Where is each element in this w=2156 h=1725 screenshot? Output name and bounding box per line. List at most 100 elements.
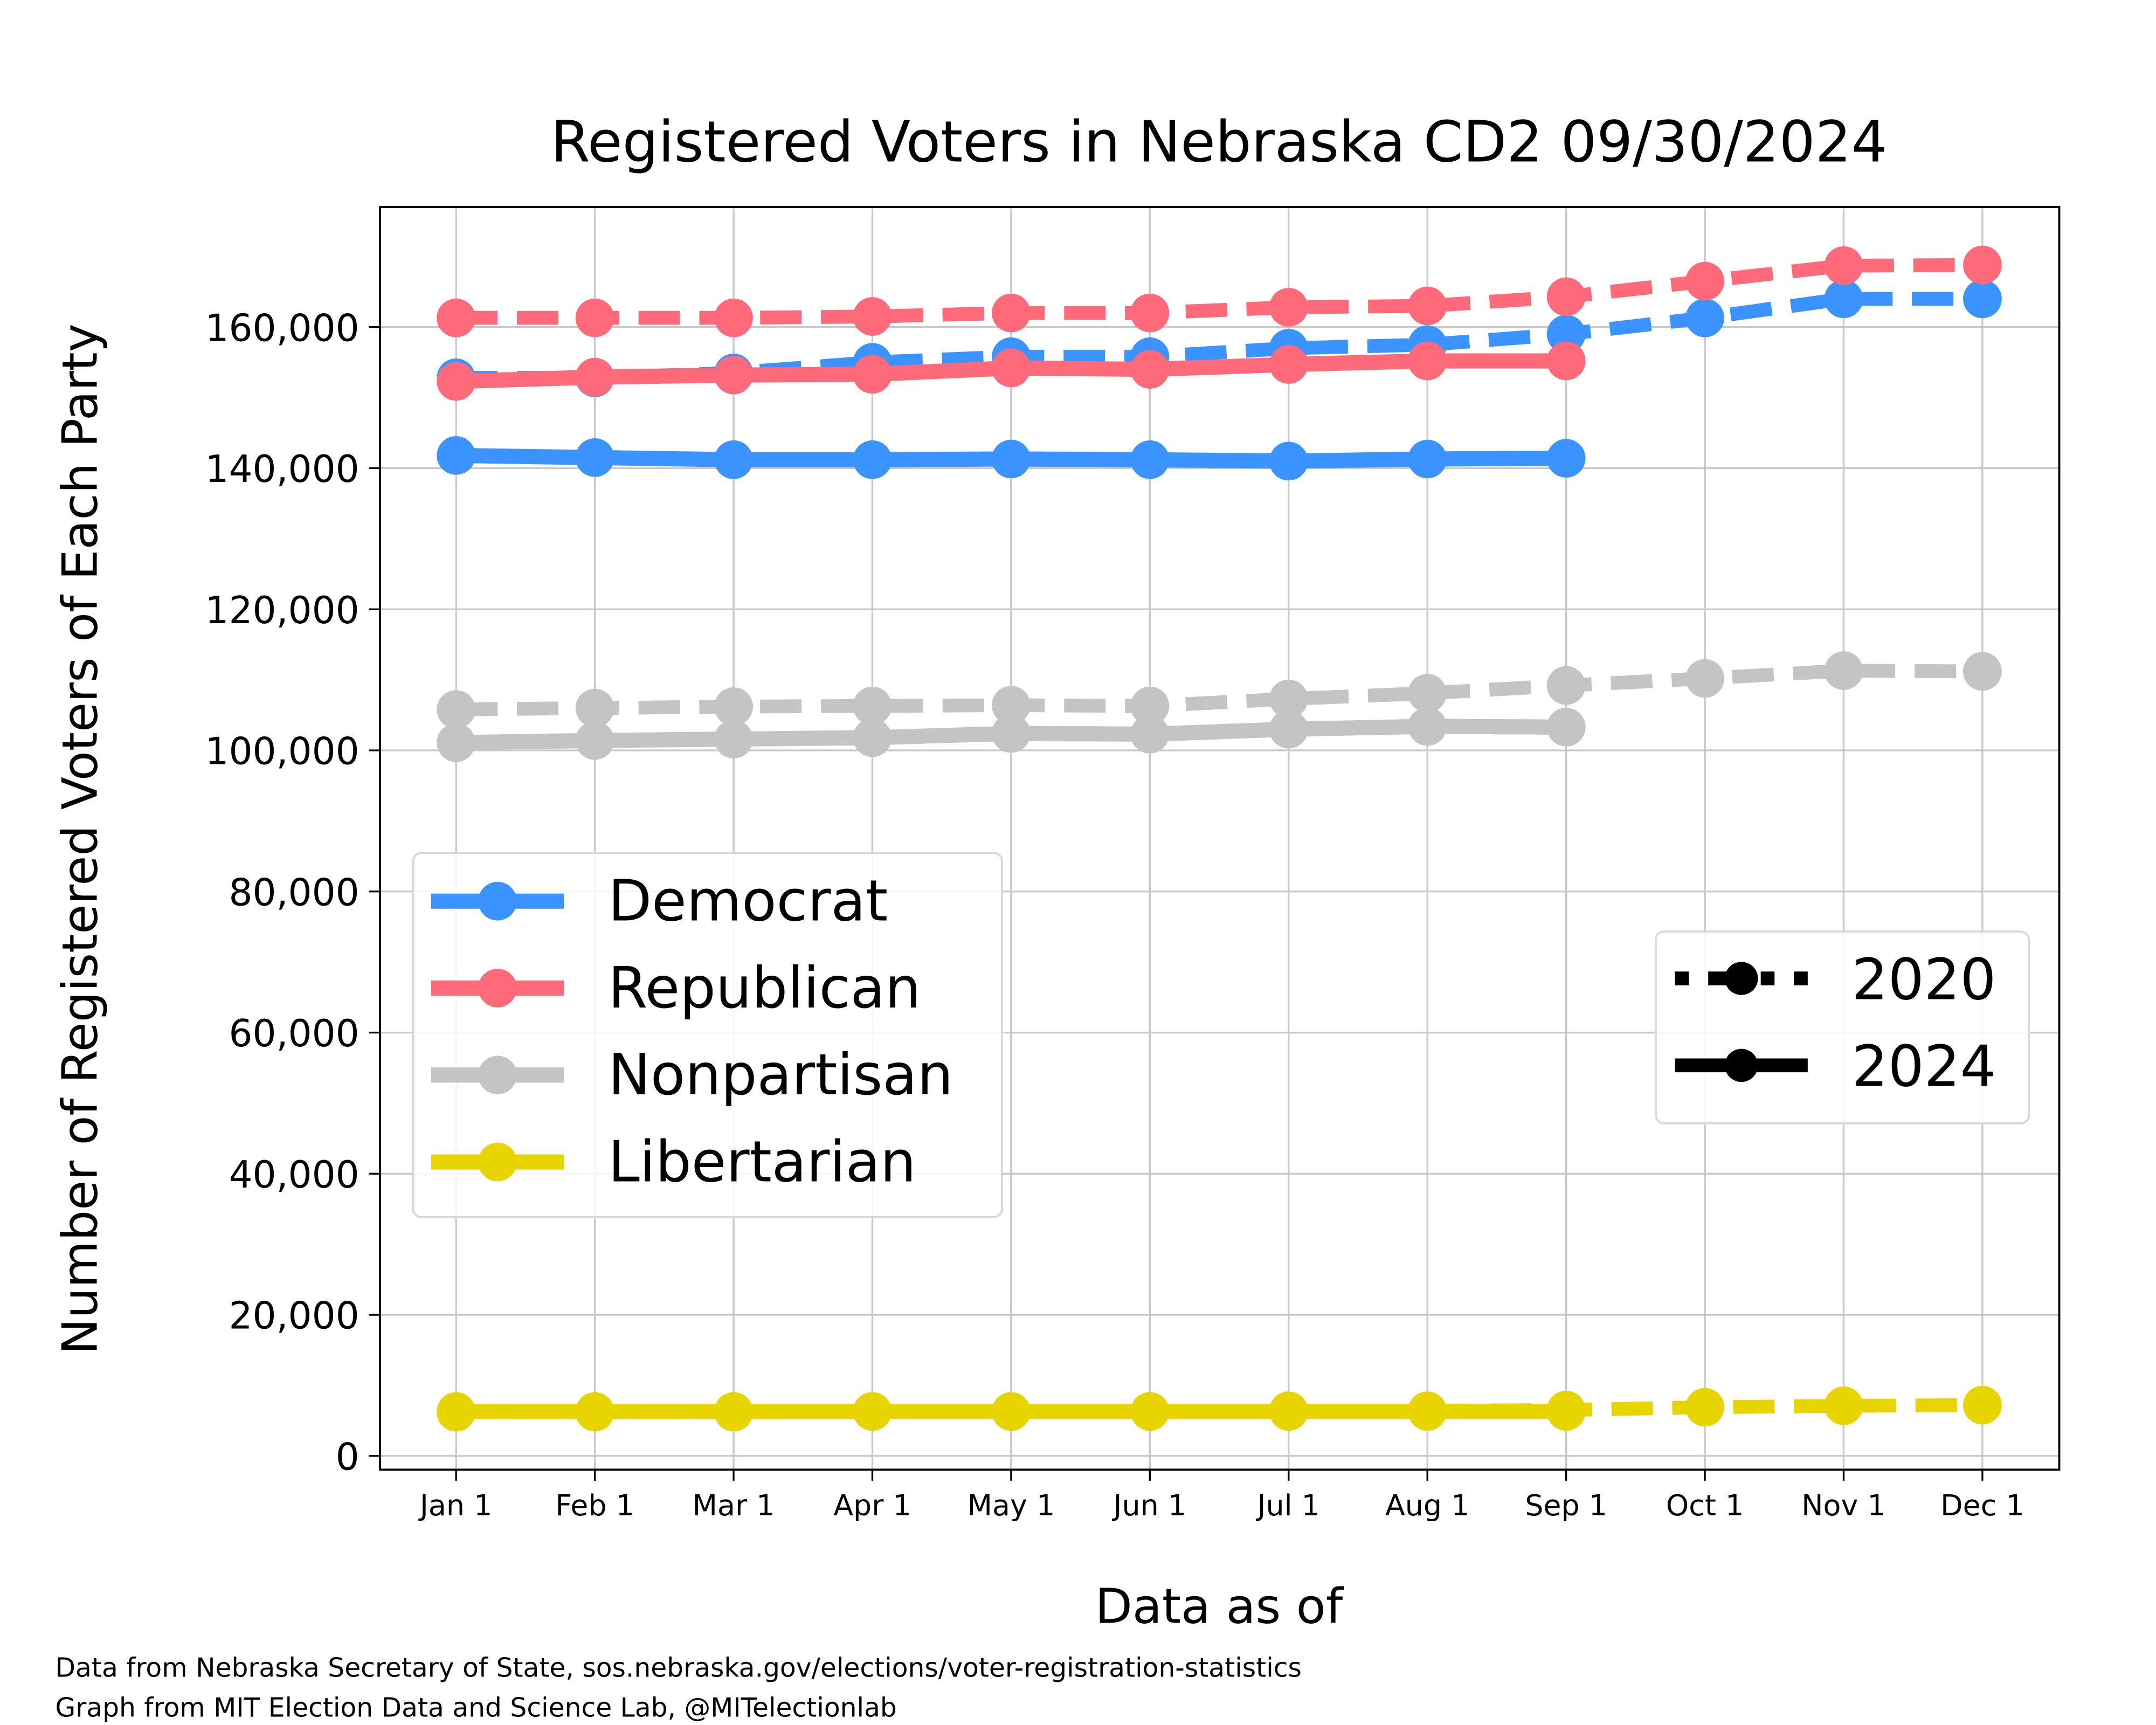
data-point: [1685, 659, 1724, 698]
legend-item-2024: 2024: [1675, 1033, 1996, 1100]
data-point: [1685, 261, 1724, 301]
legend-label: Libertarian: [608, 1128, 916, 1195]
data-point: [575, 438, 614, 477]
y-tick-label: 140,000: [205, 448, 359, 491]
data-point: [437, 298, 476, 337]
x-axis-label: Data as of: [1095, 1579, 1344, 1635]
footnote-source: Data from Nebraska Secretary of State, s…: [56, 1653, 1302, 1683]
x-tick-label: Oct 1: [1666, 1488, 1744, 1522]
data-point: [1269, 709, 1308, 749]
data-point: [991, 293, 1031, 333]
chart-title: Registered Voters in Nebraska CD2 09/30/…: [551, 109, 1888, 175]
data-point: [714, 1392, 753, 1431]
x-tick-label: Aug 1: [1385, 1488, 1470, 1522]
data-point: [714, 687, 753, 726]
data-point: [853, 1392, 892, 1431]
legend-swatch-marker: [1725, 1048, 1758, 1082]
data-point: [991, 1392, 1031, 1431]
data-point: [991, 348, 1031, 388]
data-point: [1546, 707, 1586, 747]
data-point: [1269, 288, 1308, 327]
data-point: [1546, 666, 1586, 705]
data-point: [437, 436, 476, 475]
data-point: [575, 688, 614, 728]
data-point: [1130, 293, 1170, 333]
axis-ticks: Jan 1 Feb 1 Mar 1 Apr 1 May 1 Jun 1 Jul 1 Aug 1…: [205, 307, 2024, 1522]
year-legend: 2020 2024: [1654, 930, 2030, 1124]
series-nonpartisan-2020: [437, 651, 2002, 729]
data-point: [1963, 245, 2002, 285]
grid: [380, 207, 2060, 1470]
x-tick-label: Dec 1: [1940, 1488, 2024, 1522]
y-tick-label: 0: [336, 1436, 360, 1479]
legend-label: Democrat: [608, 868, 888, 934]
data-point: [853, 355, 892, 394]
data-point: [853, 440, 892, 479]
series-democrat-2024: [437, 436, 1586, 481]
data-point: [1408, 674, 1447, 713]
data-point: [991, 714, 1031, 753]
legend-item-2020: 2020: [1675, 947, 1996, 1013]
data-point: [1963, 652, 2002, 691]
legend-item-nonpartisan: Nonpartisan: [431, 1041, 953, 1108]
data-point: [575, 721, 614, 760]
x-tick-label: Nov 1: [1801, 1488, 1885, 1522]
data-point: [1963, 1385, 2002, 1425]
data-point: [714, 298, 753, 337]
series-libertarian-2024: [437, 1392, 1586, 1431]
y-tick-label: 120,000: [205, 589, 359, 632]
data-point: [1546, 439, 1586, 478]
x-tick-label: May 1: [968, 1488, 1055, 1522]
data-point: [1130, 1392, 1170, 1431]
data-point: [1685, 298, 1724, 337]
legend-frame: [412, 852, 1003, 1218]
x-tick-label: Mar 1: [693, 1488, 775, 1522]
data-point: [1408, 439, 1447, 479]
legend-swatch-marker: [478, 969, 517, 1008]
data-point: [1824, 651, 1863, 690]
data-point: [714, 720, 753, 758]
data-point: [575, 1392, 614, 1431]
data-point: [1408, 707, 1447, 746]
y-tick-label: 100,000: [205, 730, 359, 774]
data-point: [1546, 277, 1586, 316]
x-tick-label: Sep 1: [1525, 1488, 1607, 1522]
data-point: [1130, 715, 1170, 754]
y-axis-label: Number of Registered Voters of Each Part…: [52, 323, 108, 1355]
legend-swatch-marker: [478, 1142, 517, 1182]
y-tick-label: 60,000: [229, 1012, 359, 1055]
legend-label: Republican: [608, 955, 921, 1021]
data-point: [1824, 279, 1863, 319]
legend-item-democrat: Democrat: [431, 868, 888, 934]
data-point: [1546, 314, 1586, 354]
legend-label: 2024: [1852, 1033, 1996, 1100]
data-point: [1824, 1386, 1863, 1425]
data-point: [437, 1392, 476, 1431]
plot-frame: [379, 206, 2061, 1471]
data-point: [853, 686, 892, 726]
legend-swatch-marker: [1725, 962, 1758, 995]
data-point: [1546, 341, 1586, 381]
x-tick-label: Feb 1: [555, 1488, 634, 1522]
legend-swatch-marker: [478, 881, 517, 921]
data-point: [1269, 1392, 1308, 1431]
y-tick-label: 40,000: [229, 1154, 359, 1197]
data-point: [714, 440, 753, 479]
data-point: [1130, 686, 1170, 726]
legend-label: 2020: [1852, 947, 1996, 1013]
series-line: [456, 664, 1983, 716]
legend-swatch-marker: [478, 1055, 517, 1095]
data-point: [1269, 441, 1308, 481]
data-point: [853, 718, 892, 757]
data-point: [1408, 341, 1447, 381]
x-tick-label: Apr 1: [833, 1488, 911, 1522]
data-point: [1130, 440, 1170, 479]
series-layer: [437, 245, 2002, 1432]
y-tick-label: 20,000: [229, 1295, 359, 1338]
data-point: [1963, 279, 2002, 319]
data-point: [714, 355, 753, 395]
x-tick-label: Jan 1: [418, 1488, 492, 1522]
y-tick-label: 160,000: [205, 307, 359, 350]
data-point: [991, 686, 1031, 725]
